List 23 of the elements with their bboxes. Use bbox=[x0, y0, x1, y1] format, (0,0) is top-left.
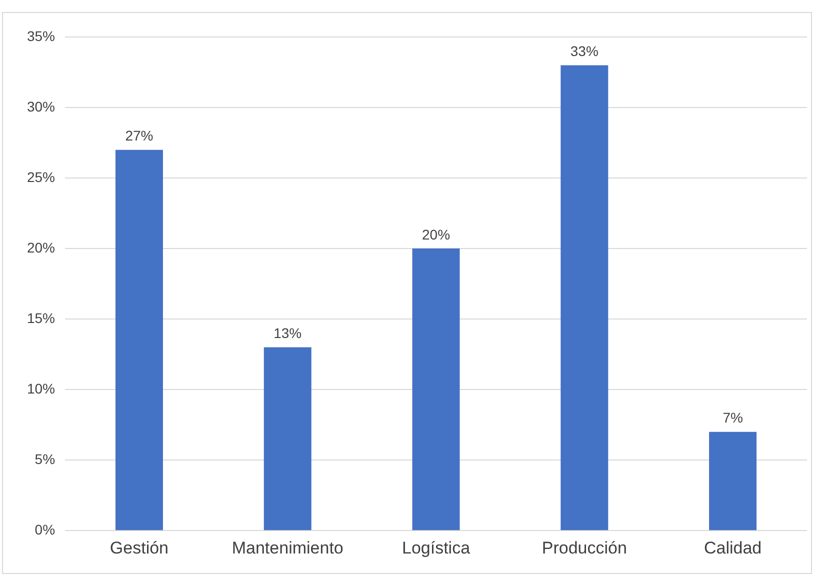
x-tick-label: Calidad bbox=[704, 538, 762, 558]
x-tick-label: Producción bbox=[542, 538, 627, 558]
bar bbox=[560, 65, 608, 530]
data-label: 27% bbox=[125, 128, 154, 144]
x-tick-label: Gestión bbox=[110, 538, 169, 558]
y-tick-label: 35% bbox=[26, 28, 56, 44]
y-tick-label: 10% bbox=[26, 380, 56, 396]
data-label: 20% bbox=[422, 226, 450, 242]
y-tick-label: 30% bbox=[26, 98, 56, 114]
data-label: 13% bbox=[274, 325, 302, 342]
bar bbox=[264, 347, 312, 530]
bar bbox=[115, 150, 163, 530]
y-tick-label: 15% bbox=[26, 310, 56, 326]
bar bbox=[709, 432, 757, 530]
x-tick-label: Mantenimiento bbox=[232, 538, 344, 558]
bar bbox=[412, 248, 460, 530]
data-label: 7% bbox=[722, 410, 743, 426]
y-tick-label: 25% bbox=[26, 168, 56, 185]
y-tick-label: 0% bbox=[34, 521, 56, 538]
y-tick-label: 20% bbox=[26, 239, 56, 256]
x-tick-label: Logística bbox=[402, 538, 471, 558]
y-tick-label: 5% bbox=[34, 450, 56, 467]
data-label: 33% bbox=[570, 43, 598, 60]
